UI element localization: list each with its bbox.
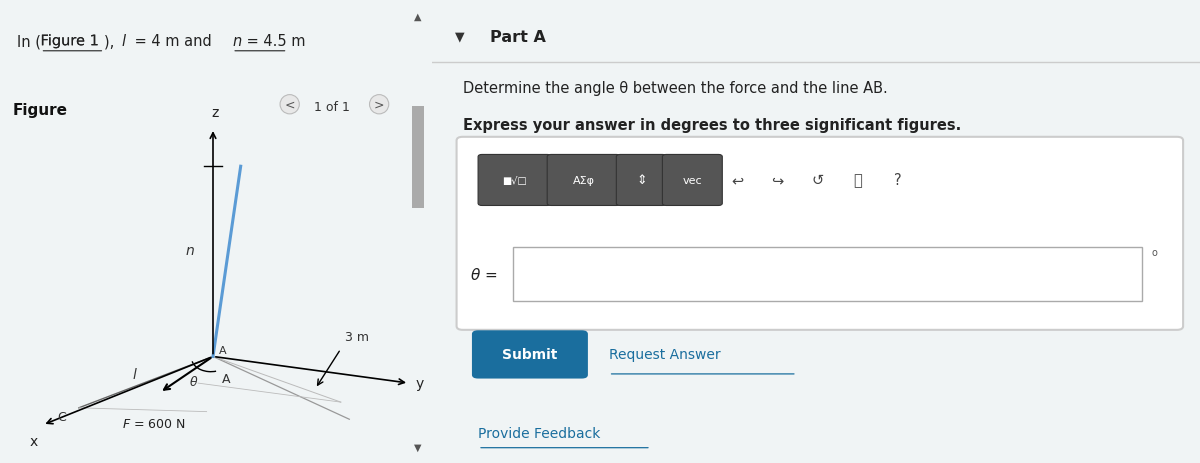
- Text: Part A: Part A: [490, 30, 546, 45]
- FancyBboxPatch shape: [472, 331, 588, 379]
- Text: ?: ?: [894, 173, 901, 188]
- Text: l: l: [132, 367, 136, 381]
- Text: ↪: ↪: [772, 173, 784, 188]
- Text: Provide Feedback: Provide Feedback: [478, 426, 600, 440]
- Text: = 4.5 m: = 4.5 m: [241, 34, 305, 49]
- Text: >: >: [374, 99, 384, 112]
- Bar: [412, 106, 425, 208]
- Text: Submit: Submit: [503, 348, 558, 362]
- Text: n: n: [185, 244, 194, 257]
- FancyBboxPatch shape: [662, 155, 722, 206]
- Text: = 4 m and: = 4 m and: [130, 34, 216, 49]
- Text: z: z: [211, 106, 218, 119]
- Text: y: y: [415, 376, 424, 390]
- Text: ▼: ▼: [414, 441, 422, 451]
- Text: n: n: [232, 34, 241, 49]
- Text: ■√□: ■√□: [502, 175, 527, 186]
- Text: ⎖: ⎖: [853, 173, 862, 188]
- Text: ▲: ▲: [414, 12, 422, 22]
- Text: vec: vec: [683, 175, 702, 186]
- Text: A: A: [222, 372, 230, 385]
- Text: $\theta$ =: $\theta$ =: [470, 266, 498, 282]
- Text: A: A: [220, 345, 227, 355]
- Text: ⇕: ⇕: [636, 174, 647, 187]
- Text: In (: In (: [17, 34, 41, 49]
- Text: ↺: ↺: [811, 173, 823, 188]
- Text: $F$ = 600 N: $F$ = 600 N: [121, 418, 185, 431]
- Text: o: o: [1152, 248, 1158, 258]
- Bar: [512, 248, 1142, 301]
- Text: Determine the angle θ between the force and the line AB.: Determine the angle θ between the force …: [463, 81, 888, 96]
- Text: Figure: Figure: [13, 102, 67, 117]
- Text: 1 of 1: 1 of 1: [314, 100, 350, 113]
- Text: AΣφ: AΣφ: [572, 175, 595, 186]
- FancyBboxPatch shape: [478, 155, 551, 206]
- Text: Express your answer in degrees to three significant figures.: Express your answer in degrees to three …: [463, 118, 961, 133]
- Text: 3 m: 3 m: [346, 331, 370, 344]
- Text: ▼: ▼: [455, 30, 464, 43]
- Text: Figure 1: Figure 1: [41, 34, 98, 49]
- FancyBboxPatch shape: [617, 155, 666, 206]
- Text: <: <: [284, 99, 295, 112]
- Text: C: C: [58, 410, 66, 423]
- Text: l: l: [121, 34, 126, 49]
- Text: $\theta$: $\theta$: [190, 375, 198, 388]
- Text: x: x: [30, 434, 38, 449]
- FancyBboxPatch shape: [456, 138, 1183, 330]
- Text: Request Answer: Request Answer: [608, 348, 720, 362]
- FancyBboxPatch shape: [547, 155, 620, 206]
- Text: ),: ),: [104, 34, 119, 49]
- Text: ↩: ↩: [732, 173, 744, 188]
